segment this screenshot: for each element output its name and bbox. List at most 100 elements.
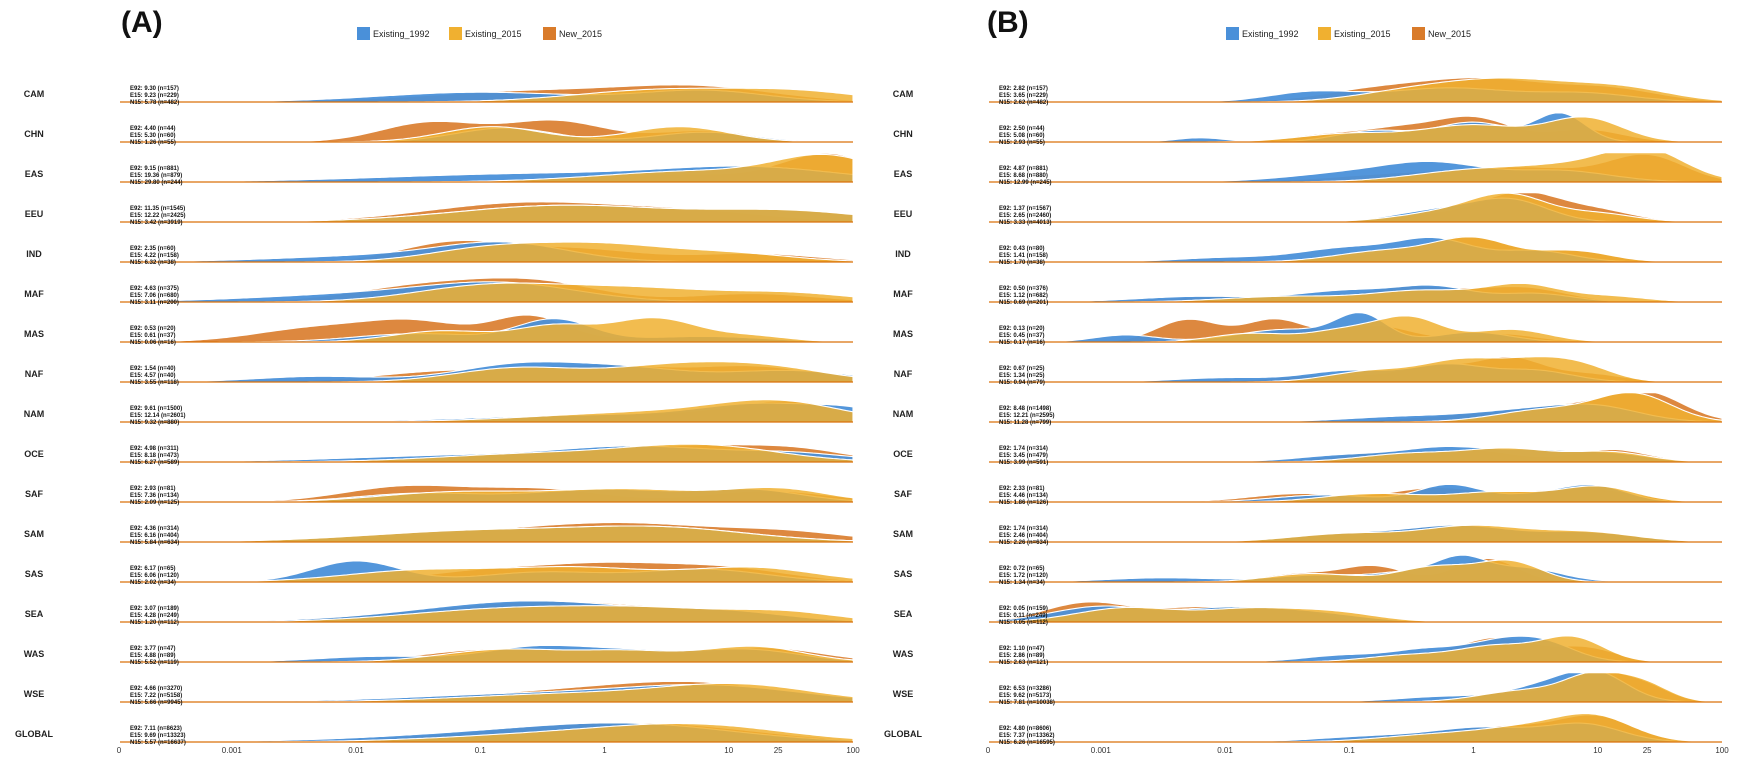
region-label: IND [895, 249, 911, 259]
density-existing_2015 [120, 566, 854, 583]
stat-line: E92: 9.15 (n=881) [130, 166, 179, 172]
region-label: WSE [893, 689, 914, 699]
region-label: CAM [24, 89, 45, 99]
stat-line: N15: 1.86 (n=126) [999, 500, 1048, 506]
region-label: MAS [893, 329, 913, 339]
ridge-row-eas: EAS E92: 4.87 (n=881)E15: 8.68 (n=880)N15… [894, 152, 1723, 186]
stat-line: N15: 5.78 (n=482) [130, 100, 179, 106]
stat-line: E15: 1.41 (n=158) [999, 253, 1048, 259]
ridge-row-maf: MAF E92: 4.63 (n=375)E15: 7.06 (n=680)N15… [24, 277, 854, 306]
x-tick-label: 0.01 [1217, 746, 1233, 755]
region-label: MAS [24, 329, 44, 339]
stat-line: N15: 2.62 (n=482) [999, 100, 1048, 106]
stat-line: N15: 3.33 (n=4013) [999, 220, 1052, 226]
stat-line: E15: 1.72 (n=120) [999, 573, 1048, 579]
legend-swatch-existing_1992 [1226, 27, 1239, 40]
ridge-row-sas: SAS E92: 0.72 (n=65)E15: 1.72 (n=120)N15:… [894, 554, 1722, 586]
density-existing_2015 [989, 192, 1722, 223]
density-existing_2015 [989, 116, 1722, 143]
stat-line: E92: 6.53 (n=3286) [999, 686, 1051, 692]
ridge-row-chn: CHN E92: 4.40 (n=44)E15: 5.30 (n=60)N15: … [24, 119, 854, 146]
density-existing_2015 [989, 672, 1723, 703]
stat-line: E15: 7.06 (n=680) [130, 293, 179, 299]
ridge-row-ind: IND E92: 0.43 (n=80)E15: 1.41 (n=158)N15:… [895, 235, 1722, 266]
stat-line: E15: 4.46 (n=134) [999, 493, 1048, 499]
region-label: OCE [24, 449, 44, 459]
x-tick-label: 0.1 [1344, 746, 1356, 755]
stat-line: E92: 4.80 (n=8606) [999, 726, 1051, 732]
stat-line: E15: 4.22 (n=158) [130, 253, 179, 259]
ridge-row-saf: SAF E92: 2.33 (n=81)E15: 4.46 (n=134)N15:… [894, 483, 1723, 506]
density-existing_2015 [120, 682, 854, 703]
x-tick-label: 100 [1715, 746, 1729, 755]
ridge-row-was: WAS E92: 1.10 (n=47)E15: 2.86 (n=89)N15: … [893, 635, 1722, 666]
stat-line: E15: 4.88 (n=89) [130, 653, 176, 659]
region-label: SAF [894, 489, 913, 499]
stat-line: E92: 3.77 (n=47) [130, 646, 176, 652]
ridge-row-saf: SAF E92: 2.93 (n=81)E15: 7.36 (n=134)N15:… [25, 484, 854, 506]
stat-line: E15: 7.36 (n=134) [130, 493, 179, 499]
region-label: EEU [25, 209, 44, 219]
panel-a: (A) Existing_1992 Existing_2015 New_2015 CAM… [15, 6, 860, 755]
x-tick-label: 0.001 [1091, 746, 1112, 755]
stat-line: E15: 9.23 (n=229) [130, 93, 179, 99]
stat-line: N15: 5.66 (n=9945) [130, 700, 183, 706]
ridge-row-cam: CAM E92: 2.82 (n=157)E15: 3.65 (n=229)N15… [893, 76, 1723, 106]
x-axis: 0 0.001 0.01 0.1 1 10 25 100 [117, 746, 860, 755]
stat-line: N15: 3.55 (n=118) [130, 380, 179, 386]
stat-line: E15: 0.45 (n=37) [999, 333, 1045, 339]
region-label: EAS [894, 169, 913, 179]
stat-line: E92: 6.17 (n=65) [130, 566, 176, 572]
stat-line: E92: 0.05 (n=159) [999, 606, 1048, 612]
stat-line: N15: 29.80 (n=244) [130, 180, 183, 186]
region-label: NAM [24, 409, 45, 419]
x-tick-label: 0.1 [475, 746, 487, 755]
x-tick-label: 0 [986, 746, 991, 755]
x-tick-label: 1 [602, 746, 607, 755]
x-axis: 0 0.001 0.01 0.1 1 10 25 100 [986, 746, 1729, 755]
region-label: WAS [24, 649, 45, 659]
region-label: EEU [894, 209, 913, 219]
x-tick-label: 100 [846, 746, 860, 755]
stat-line: E15: 4.57 (n=40) [130, 373, 176, 379]
stat-line: N15: 0.06 (n=16) [130, 340, 176, 346]
region-label: CHN [24, 129, 44, 139]
stat-line: N15: 7.81 (n=10038) [999, 700, 1055, 706]
legend-label-new_2015: New_2015 [1428, 29, 1471, 39]
ridge-row-naf: NAF E92: 0.67 (n=25)E15: 1.34 (n=25)N15: … [894, 355, 1722, 386]
legend: Existing_1992 Existing_2015 New_2015 [357, 27, 602, 40]
legend-label-new_2015: New_2015 [559, 29, 602, 39]
region-label: IND [26, 249, 42, 259]
stat-line: N15: 2.02 (n=34) [130, 580, 176, 586]
ridge-row-global: GLOBAL E92: 4.80 (n=8606)E15: 7.37 (n=133… [884, 713, 1723, 746]
stat-line: E15: 4.28 (n=249) [130, 613, 179, 619]
x-tick-label: 0.01 [348, 746, 364, 755]
stat-line: N15: 2.63 (n=121) [999, 660, 1048, 666]
density-existing_2015 [989, 485, 1723, 503]
stat-line: N15: 12.99 (n=245) [999, 180, 1052, 186]
x-tick-label: 0 [117, 746, 122, 755]
stat-line: E15: 2.65 (n=2460) [999, 213, 1051, 219]
stat-line: E15: 7.37 (n=13362) [999, 733, 1055, 739]
region-label: SAM [893, 529, 913, 539]
stat-line: E92: 2.93 (n=81) [130, 486, 176, 492]
stat-line: E92: 8.48 (n=1498) [999, 406, 1051, 412]
stat-line: E15: 6.16 (n=404) [130, 533, 179, 539]
stat-line: E92: 2.82 (n=157) [999, 86, 1048, 92]
ridge-row-sea: SEA E92: 0.05 (n=159)E15: 0.11 (n=249)N15… [894, 601, 1722, 626]
stat-line: E15: 0.11 (n=249) [999, 613, 1048, 619]
stat-line: E92: 2.50 (n=44) [999, 126, 1045, 132]
stat-line: E15: 12.14 (n=2601) [130, 413, 186, 419]
region-label: SAF [25, 489, 44, 499]
ridge-row-wse: WSE E92: 4.66 (n=3270)E15: 7.22 (n=5158)N… [24, 680, 854, 706]
stat-line: N15: 3.99 (n=591) [999, 460, 1048, 466]
stat-line: E92: 0.43 (n=80) [999, 246, 1045, 252]
legend-label-existing_2015: Existing_2015 [1334, 29, 1391, 39]
region-label: WAS [893, 649, 914, 659]
ridge-row-wse: WSE E92: 6.53 (n=3286)E15: 9.62 (n=5173)N… [893, 672, 1723, 706]
stat-line: E92: 9.30 (n=157) [130, 86, 179, 92]
stat-line: E92: 1.10 (n=47) [999, 646, 1045, 652]
stat-line: E92: 1.54 (n=40) [130, 366, 176, 372]
stat-line: E92: 4.36 (n=314) [130, 526, 179, 532]
stat-line: N15: 1.70 (n=38) [999, 260, 1045, 266]
